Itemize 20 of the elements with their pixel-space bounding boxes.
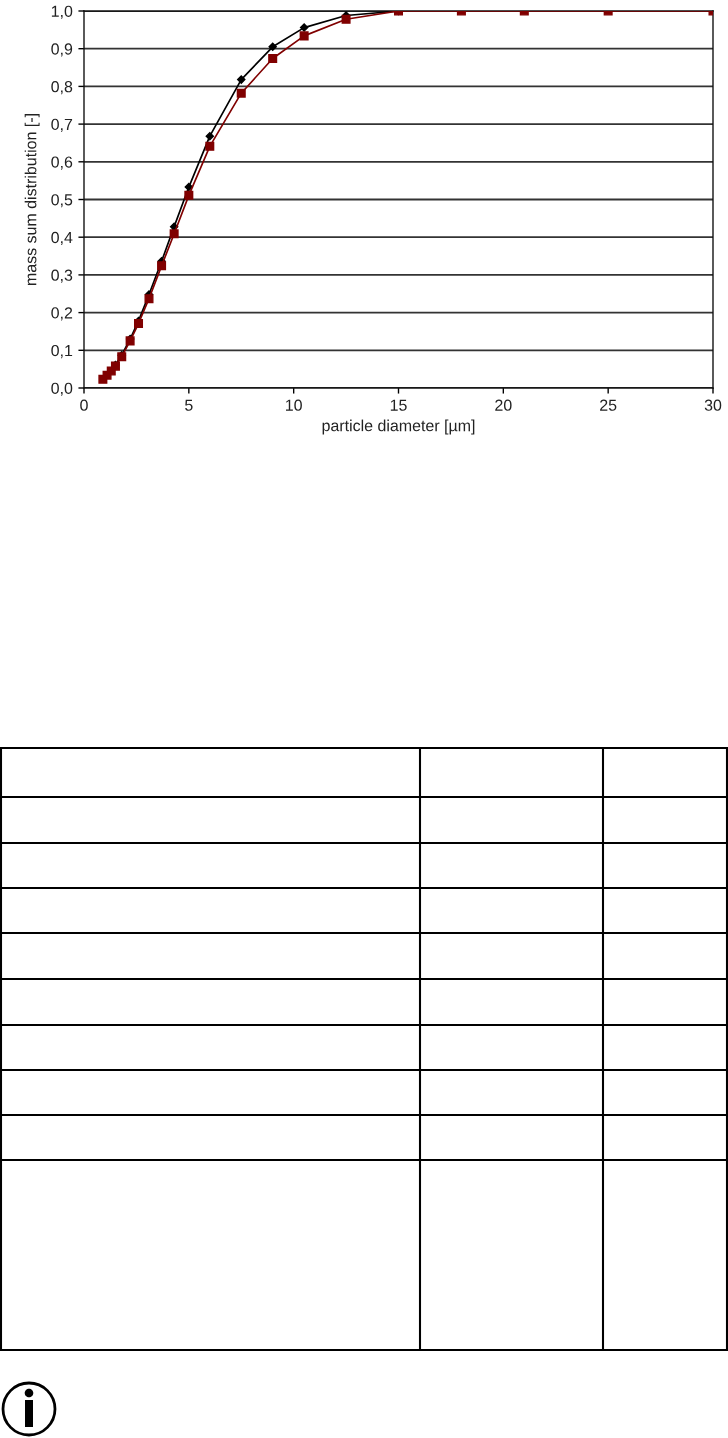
x-tick-label: 15: [390, 399, 407, 411]
x-tick-label: 5: [185, 399, 193, 411]
x-tick-label: 20: [495, 399, 512, 411]
y-tick-label: 0,7: [51, 118, 73, 132]
x-tick-label: 10: [286, 399, 302, 411]
x-tick-label: 25: [600, 399, 617, 411]
y-tick-label: 0,4: [51, 231, 73, 246]
x-axis-title: particle diameter [µm]: [322, 419, 475, 435]
y-axis-title: mass sum distribution [-]: [24, 114, 40, 285]
x-tick-label: 30: [704, 399, 722, 411]
y-tick-label: 0,0: [51, 382, 73, 396]
y-tick-label: 0,3: [51, 269, 73, 283]
x-tick-label: 0: [80, 399, 88, 411]
y-tick-label: 0,2: [51, 307, 73, 321]
y-tick-label: 0,5: [51, 194, 73, 208]
y-tick-label: 1,0: [51, 5, 73, 19]
y-tick-label: 0,6: [51, 156, 73, 170]
y-tick-label: 0,9: [51, 43, 73, 57]
y-tick-label: 0,8: [51, 81, 73, 95]
y-tick-label: 0,1: [51, 344, 73, 359]
